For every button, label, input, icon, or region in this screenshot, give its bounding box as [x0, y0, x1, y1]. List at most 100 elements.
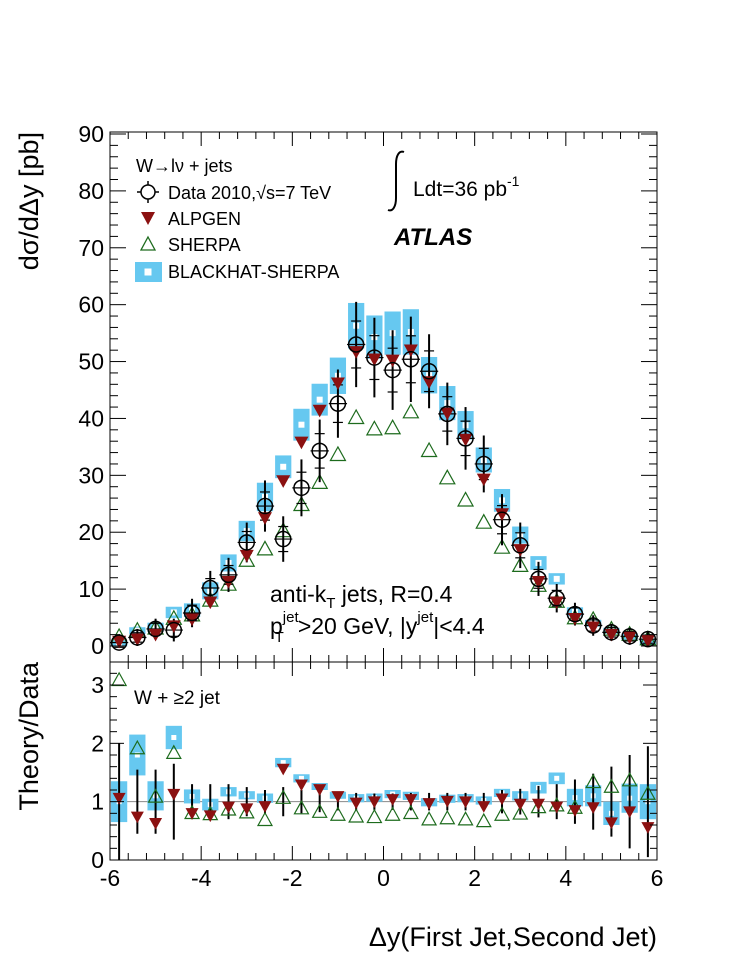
- alpgen-marker: [257, 512, 272, 525]
- luminosity-annotation: Ldt=36 pb-1: [387, 150, 520, 212]
- legend-blackhat-marker: [143, 267, 153, 277]
- integral-sign: [387, 150, 405, 212]
- ratio-sherpa-marker: [639, 785, 656, 800]
- x-tick-label: 6: [651, 865, 664, 891]
- ratio-alpgen-marker: [112, 792, 126, 805]
- ratio-alpgen-marker: [641, 822, 655, 834]
- alpgen-marker: [367, 353, 382, 367]
- ratio-alpgen-marker: [568, 805, 582, 817]
- legend-data-label: Data 2010,√s=7 TeV: [168, 183, 331, 203]
- x-axis-label: Δy(First Jet,Second Jet): [369, 922, 657, 952]
- ratio-alpgen-marker: [258, 801, 272, 813]
- alpgen-marker: [276, 475, 291, 488]
- main-y-tick-label: 10: [78, 576, 104, 602]
- data-marker: [202, 579, 219, 597]
- alpgen-marker: [148, 628, 163, 642]
- ratio-sherpa-marker: [384, 806, 401, 821]
- ratio-sherpa-marker: [512, 805, 529, 820]
- ratio-sherpa-marker: [275, 789, 292, 804]
- sherpa-marker: [420, 441, 438, 458]
- legend-entry-blackhat: BLACKHAT-SHERPA: [135, 262, 339, 282]
- data-marker: [256, 497, 274, 515]
- ratio-alpgen-marker: [623, 806, 637, 819]
- data-marker: [402, 351, 420, 368]
- ratio-blackhat-marker: [170, 734, 178, 741]
- data-marker: [639, 630, 657, 648]
- jet-algorithm-label: anti-kT jets, R=0.4: [270, 581, 453, 612]
- x-tick-label: -4: [191, 865, 212, 891]
- legend: W→lν + jets Data 2010,√s=7 TeV ALPGEN SH…: [135, 156, 339, 282]
- sherpa-marker: [238, 551, 256, 567]
- data-marker: [512, 537, 529, 554]
- data-marker: [347, 336, 365, 353]
- ratio-sherpa-marker: [147, 788, 164, 803]
- blackhat-marker: [279, 462, 288, 471]
- data-marker: [238, 534, 255, 551]
- data-marker: [621, 628, 638, 645]
- ratio-sherpa-marker: [129, 739, 146, 755]
- main-y-tick-label: 60: [78, 292, 104, 318]
- ratio-sherpa-marker: [530, 798, 547, 814]
- jet-cuts-label: pjet T >20 GeV, |yjet|<4.4: [270, 609, 485, 646]
- ratio-sherpa-marker: [165, 744, 182, 759]
- blackhat-marker: [169, 608, 178, 617]
- data-marker: [530, 570, 547, 588]
- ratio-alpgen-marker: [586, 802, 600, 814]
- x-tick-label: -6: [100, 865, 120, 891]
- ratio-sherpa-marker: [293, 799, 310, 815]
- main-y-tick-label: 20: [78, 519, 104, 545]
- main-y-tick-label: 40: [78, 405, 104, 431]
- legend-title: W→lν + jets: [136, 156, 233, 176]
- ratio-panel-label: W + ≥2 jet: [134, 688, 221, 709]
- ratio-y-tick-label: 2: [91, 730, 104, 756]
- ratio-y-tick-label: 0: [91, 847, 104, 873]
- ratio-alpgen-marker: [294, 779, 308, 792]
- ratio-alpgen-marker: [203, 810, 217, 823]
- ratio-alpgen-marker: [422, 798, 436, 810]
- ratio-alpgen-marker: [185, 808, 199, 820]
- data-marker: [329, 395, 347, 412]
- main-plot-content: [110, 301, 657, 651]
- ratio-alpgen-marker: [477, 801, 491, 813]
- ratio-alpgen-marker: [167, 788, 181, 801]
- ratio-alpgen-marker: [404, 794, 418, 806]
- sherpa-marker: [493, 538, 511, 554]
- data-marker: [384, 361, 401, 379]
- data-marker: [274, 530, 292, 548]
- ratio-sherpa-marker: [329, 806, 346, 821]
- ratio-alpgen-marker: [513, 798, 527, 811]
- ratio-y-axis-label: Theory/Data: [14, 661, 44, 811]
- ratio-sherpa-marker: [111, 671, 128, 687]
- sherpa-marker: [457, 491, 475, 507]
- ratio-sherpa-marker: [348, 808, 365, 823]
- ratio-alpgen-marker: [240, 803, 254, 816]
- ratio-sherpa-marker: [421, 811, 438, 826]
- luminosity-text: Ldt=36 pb-1: [413, 173, 520, 201]
- ratio-alpgen-marker: [222, 801, 236, 814]
- data-marker: [165, 621, 183, 639]
- sherpa-marker: [402, 403, 420, 419]
- data-marker: [293, 479, 310, 497]
- data-marker: [129, 629, 146, 646]
- ratio-sherpa-marker: [457, 811, 474, 826]
- data-marker: [493, 511, 511, 528]
- main-y-tick-label: 50: [78, 349, 104, 375]
- ratio-blackhat-marker: [553, 774, 561, 782]
- ratio-alpgen-marker: [313, 784, 327, 796]
- alpgen-marker: [403, 344, 418, 358]
- ratio-sherpa-marker: [621, 771, 638, 787]
- data-marker: [584, 617, 602, 634]
- legend-blackhat-label: BLACKHAT-SHERPA: [168, 262, 339, 282]
- data-marker: [366, 349, 383, 366]
- ratio-alpgen-marker: [550, 801, 564, 814]
- data-marker: [548, 589, 565, 607]
- alpgen-marker: [549, 596, 564, 610]
- legend-entry-data: Data 2010,√s=7 TeV: [137, 181, 331, 203]
- ratio-alpgen-marker: [149, 817, 163, 830]
- alpgen-marker: [440, 407, 455, 421]
- main-y-tick-label: 30: [78, 462, 104, 488]
- experiment-label: ATLAS: [393, 224, 472, 251]
- main-y-tick-label: 70: [78, 235, 104, 261]
- x-tick-label: 4: [559, 865, 572, 891]
